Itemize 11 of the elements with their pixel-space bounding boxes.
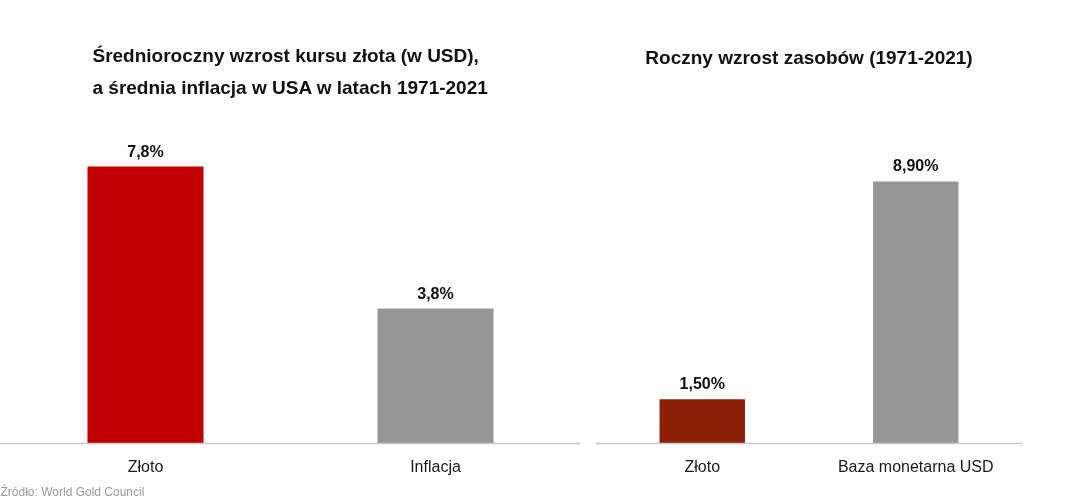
data-label: 1,50% <box>679 375 725 393</box>
x-tick-label: Złoto <box>684 457 721 475</box>
x-tick-label: Baza monetarna USD <box>837 457 994 475</box>
chart-title: Roczny wzrost zasobów (1971-2021) <box>645 46 973 68</box>
x-tick-label: Inflacja <box>410 457 461 475</box>
data-label: 8,90% <box>893 157 939 175</box>
text: Źródło: World Gold Council <box>0 483 145 499</box>
chart-title: Średnioroczny wzrost kursu złota (w USD), a średnia inflacja w USA w latach 1971-2021 <box>92 44 489 99</box>
data-label: 3,8% <box>417 284 454 302</box>
data-label: 7,8% <box>127 142 164 160</box>
x-tick-label: Złoto <box>127 457 164 475</box>
